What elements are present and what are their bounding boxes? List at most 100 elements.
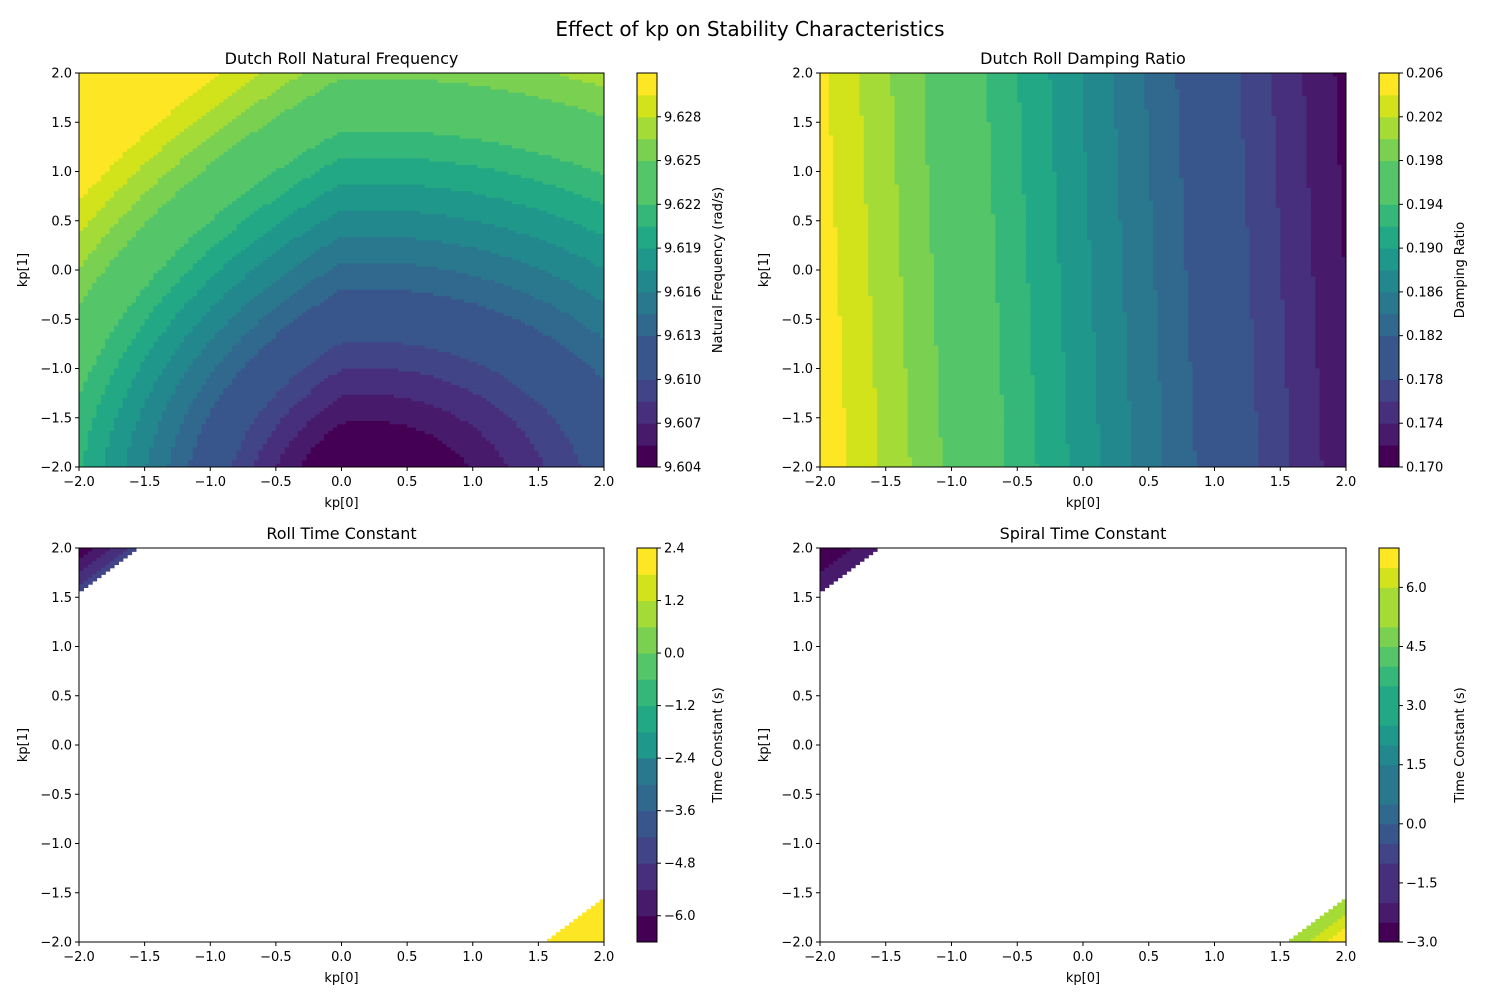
- contour-cell: [83, 194, 115, 199]
- contour-cell: [846, 444, 878, 448]
- contour-cell: [898, 240, 931, 245]
- contour-cell: [267, 286, 303, 291]
- x-tick-label: 0.5: [397, 475, 418, 490]
- contour-cell: [1179, 135, 1242, 140]
- contour-cell: [87, 253, 119, 258]
- contour-cell: [332, 401, 426, 406]
- contour-cell: [1034, 388, 1067, 393]
- contour-cell: [267, 122, 604, 127]
- y-axis-label: kp[1]: [16, 728, 31, 762]
- contour-cell: [1126, 338, 1159, 343]
- contour-cell: [1179, 89, 1242, 94]
- contour-cell: [577, 253, 604, 258]
- contour-cell: [92, 368, 115, 373]
- contour-cell: [903, 329, 935, 333]
- contour-cell: [1157, 325, 1189, 330]
- contour-cell: [1337, 109, 1346, 113]
- contour-cell: [933, 289, 996, 294]
- contour-cell: [485, 398, 535, 402]
- contour-cell: [219, 155, 299, 159]
- contour-cell: [1069, 457, 1102, 462]
- contour-cell: [1091, 253, 1124, 258]
- contour-cell: [990, 158, 1023, 163]
- contour-cell: [437, 79, 583, 84]
- contour-cell: [1310, 922, 1334, 927]
- contour-cell: [1271, 73, 1303, 77]
- contour-cell: [192, 361, 220, 366]
- contour-cell: [573, 447, 604, 452]
- contour-cell: [79, 440, 89, 445]
- contour-cell: [214, 105, 251, 110]
- contour-cell: [1026, 237, 1058, 242]
- contour-cell: [1275, 135, 1308, 140]
- colorbar-band: [637, 270, 657, 293]
- contour-cell: [1122, 263, 1154, 268]
- contour-cell: [1034, 457, 1071, 462]
- contour-cell: [240, 440, 268, 445]
- contour-cell: [1131, 417, 1163, 422]
- contour-cell: [1148, 151, 1181, 156]
- contour-cell: [837, 247, 869, 251]
- contour-cell: [144, 398, 172, 402]
- contour-cell: [302, 460, 465, 465]
- contour-cell: [157, 338, 185, 343]
- contour-cell: [903, 315, 935, 320]
- contour-cell: [302, 233, 531, 238]
- contour-cell: [1083, 145, 1119, 150]
- contour-cell: [1034, 434, 1067, 439]
- contour-cell: [1157, 355, 1189, 360]
- colorbar-band: [1379, 882, 1399, 904]
- contour-cell: [1126, 352, 1159, 356]
- contour-cell: [188, 404, 216, 409]
- contour-cell: [197, 391, 224, 396]
- contour-cell: [837, 237, 869, 242]
- contour-cell: [1131, 424, 1163, 429]
- contour-cell: [1087, 171, 1119, 176]
- contour-cell: [820, 574, 843, 579]
- contour-cell: [933, 335, 1001, 340]
- contour-cell: [1253, 332, 1286, 337]
- contour-cell: [1083, 95, 1115, 100]
- contour-cell: [223, 358, 251, 363]
- contour-cell: [105, 342, 133, 347]
- contour-cell: [1341, 915, 1346, 920]
- contour-cell: [1065, 398, 1097, 402]
- contour-cell: [100, 352, 124, 356]
- contour-cell: [87, 191, 115, 196]
- contour-cell: [1131, 457, 1163, 462]
- contour-cell: [833, 168, 865, 173]
- contour-cell: [232, 345, 264, 350]
- contour-cell: [310, 450, 456, 455]
- colorbar-band: [637, 138, 657, 162]
- contour-cell: [1179, 132, 1242, 136]
- contour-cell: [1157, 309, 1189, 314]
- contour-cell: [1306, 145, 1338, 150]
- contour-cell: [140, 289, 172, 294]
- contour-cell: [166, 463, 189, 467]
- contour-cell: [894, 125, 926, 130]
- contour-cell: [1280, 276, 1316, 281]
- contour-cell: [1280, 289, 1316, 294]
- colorbar-band: [1379, 270, 1399, 293]
- contour-cell: [1192, 378, 1255, 383]
- contour-cell: [1017, 73, 1049, 77]
- contour-cell: [995, 270, 1027, 274]
- contour-cell: [79, 92, 194, 97]
- contour-cell: [512, 417, 557, 422]
- contour-cell: [1087, 227, 1124, 232]
- contour-cell: [1004, 427, 1036, 432]
- contour-cell: [863, 148, 896, 153]
- contour-cell: [938, 414, 1005, 419]
- contour-cell: [1253, 371, 1286, 376]
- contour-cell: [1341, 237, 1346, 242]
- contour-cell: [1179, 128, 1242, 133]
- contour-cell: [894, 102, 926, 107]
- contour-cell: [162, 174, 198, 179]
- contour-cell: [275, 335, 553, 340]
- contour-cell: [820, 79, 830, 84]
- contour-cell: [1284, 381, 1321, 386]
- contour-cell: [324, 437, 439, 442]
- contour-cell: [1157, 329, 1189, 333]
- contour-cell: [192, 325, 224, 330]
- colorbar-frame: [636, 547, 658, 943]
